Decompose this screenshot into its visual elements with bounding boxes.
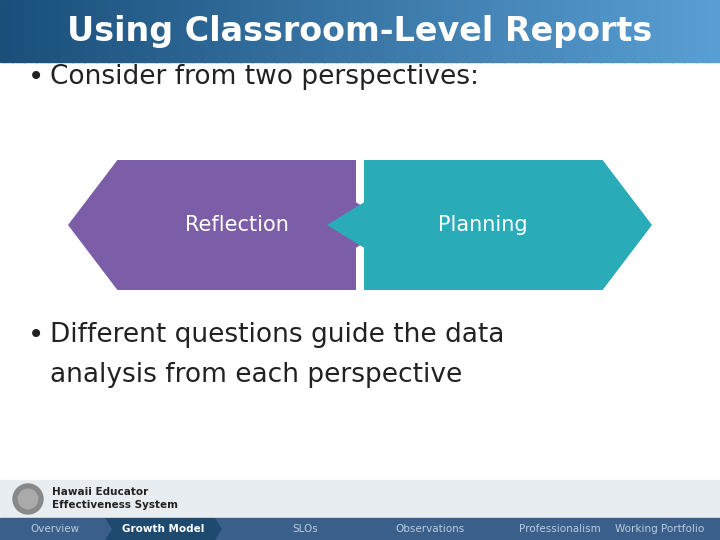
Bar (444, 0, 457, 62)
Bar (120, 0, 133, 62)
Bar (48, 0, 61, 62)
Bar (216, 0, 229, 62)
Bar (252, 0, 265, 62)
Bar (168, 0, 181, 62)
Bar (504, 0, 517, 62)
Bar (108, 0, 121, 62)
Bar (564, 0, 577, 62)
Bar (180, 0, 193, 62)
Bar (552, 0, 565, 62)
Bar (264, 0, 277, 62)
Polygon shape (68, 160, 393, 290)
Bar (672, 0, 685, 62)
Bar (12, 0, 25, 62)
Bar (420, 0, 433, 62)
Bar (156, 0, 169, 62)
Bar (312, 0, 325, 62)
Bar (204, 0, 217, 62)
Bar (348, 0, 361, 62)
Bar (240, 0, 253, 62)
Bar (192, 0, 205, 62)
Bar (432, 0, 445, 62)
Bar (24, 0, 37, 62)
Bar (72, 0, 85, 62)
Text: •: • (28, 321, 44, 349)
Bar (324, 0, 337, 62)
Circle shape (13, 484, 43, 514)
Bar (96, 0, 109, 62)
Bar (396, 0, 409, 62)
Bar (144, 0, 157, 62)
Text: Planning: Planning (438, 215, 528, 235)
Bar (360, 0, 373, 62)
Text: SLOs: SLOs (292, 524, 318, 534)
Bar (468, 0, 481, 62)
Bar (372, 0, 385, 62)
Text: Observations: Observations (395, 524, 464, 534)
Bar (612, 0, 625, 62)
Text: Working Portfolio: Working Portfolio (616, 524, 705, 534)
Bar (684, 0, 697, 62)
Bar (576, 0, 589, 62)
Bar (456, 0, 469, 62)
Polygon shape (105, 518, 222, 540)
Bar (132, 0, 145, 62)
Bar (492, 0, 505, 62)
Bar (588, 0, 601, 62)
Bar (288, 0, 301, 62)
Text: analysis from each perspective: analysis from each perspective (50, 362, 462, 388)
Text: Professionalism: Professionalism (519, 524, 601, 534)
Text: •: • (28, 63, 44, 91)
Bar (600, 0, 613, 62)
Bar (480, 0, 493, 62)
Bar (300, 0, 313, 62)
Bar (384, 0, 397, 62)
Text: Using Classroom-Level Reports: Using Classroom-Level Reports (68, 15, 652, 48)
Bar (36, 0, 49, 62)
Text: Overview: Overview (30, 524, 80, 534)
Bar (528, 0, 541, 62)
Text: Different questions guide the data: Different questions guide the data (50, 322, 505, 348)
Text: Growth Model: Growth Model (122, 524, 204, 534)
Text: Hawaii Educator: Hawaii Educator (52, 487, 148, 497)
Text: Effectiveness System: Effectiveness System (52, 500, 178, 510)
Bar (648, 0, 661, 62)
Bar (276, 0, 289, 62)
Bar (0, 518, 720, 540)
Bar (228, 0, 241, 62)
Bar (84, 0, 97, 62)
Circle shape (18, 489, 37, 509)
Bar (540, 0, 553, 62)
Bar (708, 0, 720, 62)
Bar (0, 0, 13, 62)
Bar (660, 0, 673, 62)
Bar (408, 0, 421, 62)
Bar (516, 0, 529, 62)
Polygon shape (327, 160, 652, 290)
Bar (624, 0, 637, 62)
Bar (336, 0, 349, 62)
Bar (0, 480, 720, 518)
Bar (60, 0, 73, 62)
Text: Reflection: Reflection (185, 215, 289, 235)
Text: Consider from two perspectives:: Consider from two perspectives: (50, 64, 479, 90)
Bar (636, 0, 649, 62)
Bar (696, 0, 709, 62)
